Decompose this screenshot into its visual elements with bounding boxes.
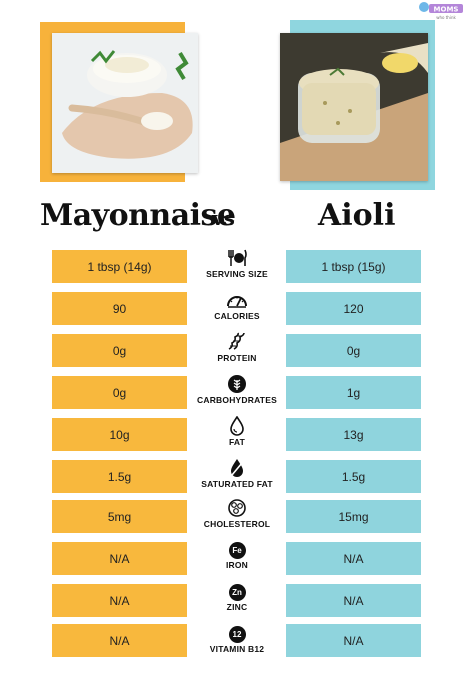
row-serving-size: SERVING SIZE (190, 248, 284, 288)
mayo-carbohydrates: 0g (52, 376, 187, 409)
title-vs: vs (212, 206, 235, 230)
row-zinc: Zn ZINC (190, 584, 284, 624)
aioli-carbohydrates: 1g (286, 376, 421, 409)
zn-badge-icon: Zn (228, 584, 246, 601)
row-cholesterol: CHOLESTEROL (190, 498, 284, 538)
mayo-saturated-fat: 1.5g (52, 460, 187, 493)
label-carbohydrates: CARBOHYDRATES (197, 395, 277, 405)
mayonnaise-photo (52, 33, 198, 173)
cholesterol-icon (228, 499, 246, 517)
title-mayonnaise: Mayonnaise (40, 198, 236, 233)
row-carbohydrates: CARBOHYDRATES (190, 374, 284, 414)
mayo-calories: 90 (52, 292, 187, 325)
label-vitamin-b12: VITAMIN B12 (209, 644, 265, 654)
aioli-cholesterol: 15mg (286, 500, 421, 533)
mayo-serving-size: 1 tbsp (14g) (52, 250, 187, 283)
logo-subtext: who think (436, 15, 456, 20)
label-serving-size: SERVING SIZE (206, 269, 268, 279)
b12-badge-icon: 12 (228, 626, 246, 643)
mayo-protein: 0g (52, 334, 187, 367)
aioli-protein: 0g (286, 334, 421, 367)
aioli-vitamin-b12: N/A (286, 624, 421, 657)
row-vitamin-b12: 12 VITAMIN B12 (190, 626, 284, 666)
mayo-vitamin-b12: N/A (52, 624, 187, 657)
utensils-icon (228, 249, 247, 266)
row-fat: FAT (190, 416, 284, 456)
label-iron: IRON (225, 560, 249, 570)
label-protein: PROTEIN (217, 353, 257, 363)
mayo-fat: 10g (52, 418, 187, 451)
label-zinc: ZINC (226, 602, 248, 612)
label-cholesterol: CHOLESTEROL (203, 519, 271, 529)
row-calories: CALORIES (190, 290, 284, 330)
protein-icon (228, 332, 245, 350)
fe-badge-icon: Fe (228, 542, 246, 559)
row-protein: PROTEIN (190, 332, 284, 372)
drop-slash-icon (231, 459, 243, 477)
title-aioli: Aioli (318, 198, 396, 233)
mayo-zinc: N/A (52, 584, 187, 617)
label-fat: FAT (228, 437, 246, 447)
aioli-iron: N/A (286, 542, 421, 575)
drop-icon (230, 416, 244, 436)
brand-logo: MOMS who think (418, 0, 466, 22)
mayo-cholesterol: 5mg (52, 500, 187, 533)
wheat-icon (228, 375, 246, 393)
row-saturated-fat: SATURATED FAT (190, 458, 284, 498)
logo-text: MOMS (434, 6, 459, 14)
aioli-zinc: N/A (286, 584, 421, 617)
aioli-saturated-fat: 1.5g (286, 460, 421, 493)
aioli-photo (280, 33, 428, 181)
label-saturated-fat: SATURATED FAT (201, 479, 273, 489)
gauge-icon (227, 296, 247, 308)
aioli-serving-size: 1 tbsp (15g) (286, 250, 421, 283)
aioli-fat: 13g (286, 418, 421, 451)
aioli-calories: 120 (286, 292, 421, 325)
row-iron: Fe IRON (190, 542, 284, 582)
mayo-iron: N/A (52, 542, 187, 575)
label-calories: CALORIES (214, 311, 260, 321)
